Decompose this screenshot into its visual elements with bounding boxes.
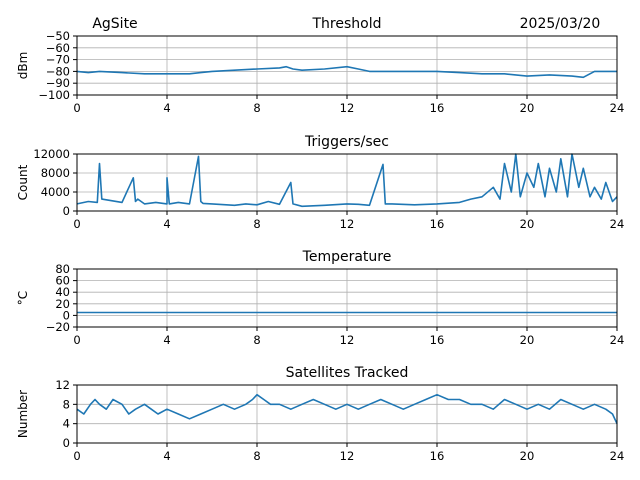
- x-tick-label: 16: [430, 333, 445, 347]
- y-tick-label: 0: [63, 204, 70, 218]
- x-tick-label: 4: [163, 101, 170, 115]
- x-tick-label: 12: [340, 217, 355, 231]
- y-tick-label: 4: [63, 417, 70, 431]
- x-tick-label: 0: [73, 449, 80, 463]
- x-tick-label: 0: [73, 101, 80, 115]
- y-tick-label: 80: [55, 262, 70, 276]
- chart-title: Satellites Tracked: [286, 365, 409, 381]
- x-tick-label: 16: [430, 217, 445, 231]
- x-tick-label: 12: [340, 449, 355, 463]
- y-tick-label: 40: [55, 285, 70, 299]
- y-axis-label: °C: [16, 291, 30, 305]
- y-tick-label: 12000: [33, 147, 70, 161]
- y-tick-label: 0: [63, 308, 70, 322]
- x-tick-label: 16: [430, 101, 445, 115]
- x-tick-label: 16: [430, 449, 445, 463]
- y-tick-label: −60: [46, 41, 70, 55]
- chart-panel-1: 0 4 8 12 16 20 24 −50−60−70−80−90−100 Threshold d…: [16, 16, 624, 115]
- y-tick-label: 0: [63, 436, 70, 450]
- y-tick-label: −80: [46, 64, 70, 78]
- x-tick-label: 12: [340, 333, 355, 347]
- y-tick-label: 8000: [41, 166, 70, 180]
- x-tick-label: 24: [610, 333, 625, 347]
- chart-title: Temperature: [302, 249, 392, 265]
- x-tick-label: 20: [520, 101, 535, 115]
- x-tick-label: 24: [610, 217, 625, 231]
- x-tick-label: 24: [610, 101, 625, 115]
- x-tick-label: 8: [253, 449, 260, 463]
- date-label: 2025/03/20: [520, 16, 601, 32]
- y-tick-label: 8: [63, 397, 70, 411]
- y-tick-label: 4000: [41, 185, 70, 199]
- x-tick-label: 8: [253, 217, 260, 231]
- y-tick-label: −20: [46, 320, 70, 334]
- site-label: AgSite: [92, 16, 137, 32]
- y-axis-label: dBm: [16, 52, 30, 80]
- y-tick-label: −100: [38, 88, 70, 102]
- chart-title: Triggers/sec: [304, 134, 389, 150]
- y-tick-label: −90: [46, 76, 70, 90]
- x-tick-label: 12: [340, 101, 355, 115]
- series-line-1: [76, 65, 617, 79]
- x-tick-label: 4: [163, 449, 170, 463]
- y-tick-label: −50: [46, 29, 70, 43]
- x-tick-label: 20: [520, 449, 535, 463]
- series-line-1: [76, 393, 618, 425]
- series-line-1: [76, 153, 618, 208]
- x-tick-label: 4: [163, 217, 170, 231]
- y-tick-label: 20: [55, 297, 70, 311]
- chart-title: Threshold: [312, 16, 382, 32]
- x-tick-label: 0: [73, 217, 80, 231]
- x-tick-label: 8: [253, 101, 260, 115]
- x-tick-label: 24: [610, 449, 625, 463]
- x-tick-label: 8: [253, 333, 260, 347]
- y-tick-label: −70: [46, 53, 70, 67]
- y-tick-label: 12: [55, 378, 70, 392]
- x-tick-label: 20: [520, 333, 535, 347]
- chart-panel-2: 0 4 8 12 16 20 24 0 4000 8000 12000 Triggers/sec Cou…: [16, 134, 624, 231]
- x-tick-label: 0: [73, 333, 80, 347]
- x-tick-label: 4: [163, 333, 170, 347]
- y-axis-label: Count: [16, 164, 30, 200]
- y-tick-label: 60: [55, 274, 70, 288]
- y-axis-label: Number: [16, 390, 30, 438]
- x-tick-label: 20: [520, 217, 535, 231]
- chart-panel-4: 0 4 8 12 16 20 24 0 4 8 12 Satellites Tracked Number: [16, 365, 624, 463]
